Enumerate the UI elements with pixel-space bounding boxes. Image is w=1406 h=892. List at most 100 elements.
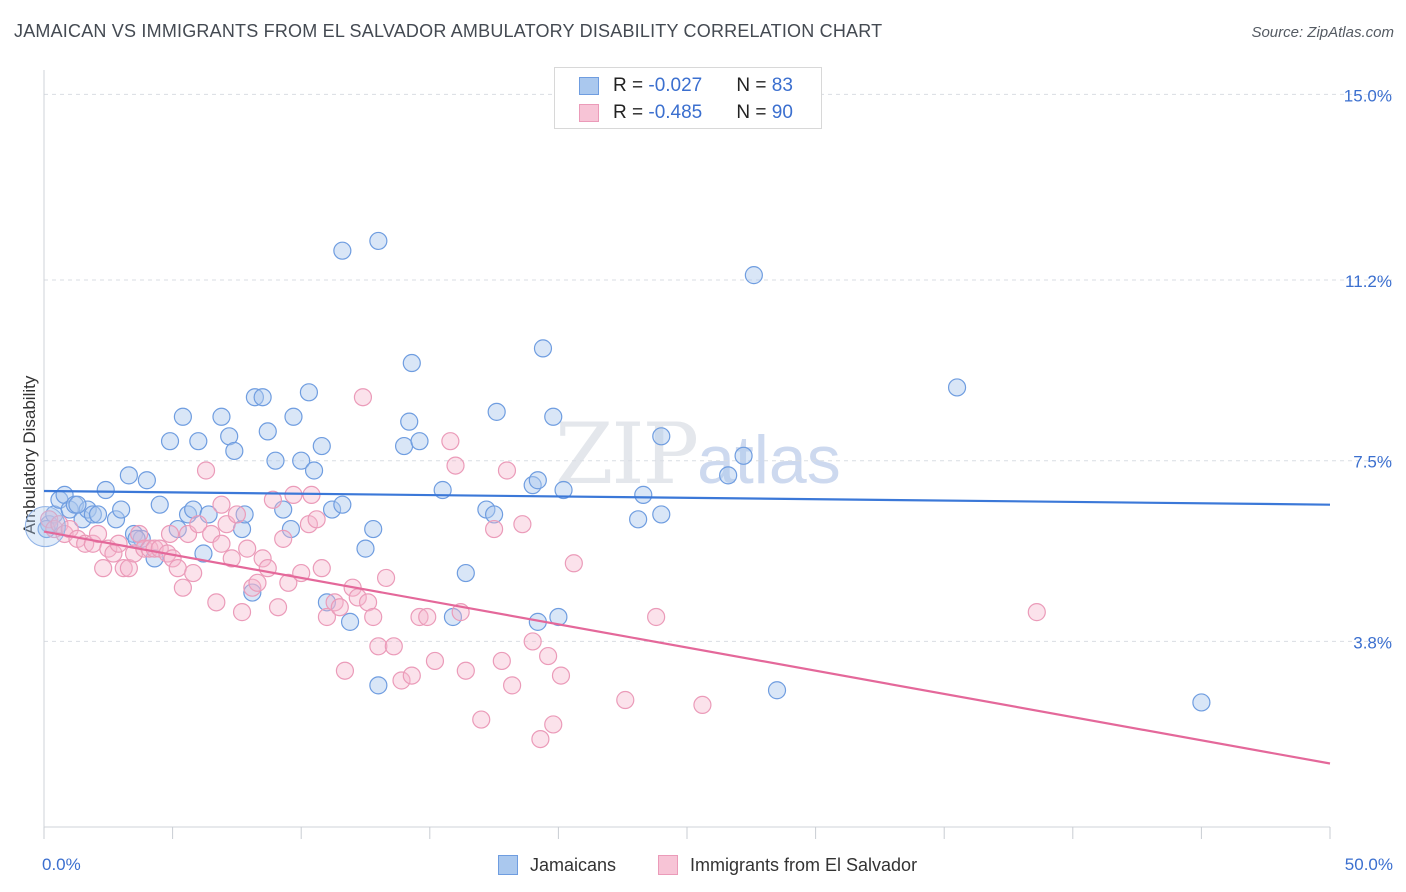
legend-n-label: N = bbox=[736, 75, 772, 96]
el-salvador-point bbox=[173, 578, 192, 597]
el-salvador-point bbox=[258, 559, 277, 578]
jamaicans-point bbox=[253, 388, 272, 407]
y-tick-label: 7.5% bbox=[1353, 453, 1392, 472]
el-salvador-point bbox=[539, 646, 558, 666]
legend-n-label: N = bbox=[736, 102, 772, 123]
jamaicans-point bbox=[487, 402, 506, 421]
jamaicans-point bbox=[150, 495, 169, 514]
el-salvador-point bbox=[222, 549, 241, 568]
jamaicans-point bbox=[88, 505, 108, 524]
el-salvador-point bbox=[364, 607, 383, 627]
legend-row-el-salvador: R = -0.485 N = 90 bbox=[579, 101, 793, 125]
el-salvador-point bbox=[317, 607, 337, 627]
jamaicans-cluster-point bbox=[24, 506, 66, 548]
el-salvador-point bbox=[544, 715, 563, 734]
el-salvador-point bbox=[274, 529, 293, 548]
el-salvador-point bbox=[160, 524, 180, 544]
jamaicans-point bbox=[225, 441, 244, 461]
jamaicans-point bbox=[734, 446, 753, 465]
el-salvador-point bbox=[263, 490, 283, 509]
el-salvador-point bbox=[238, 539, 257, 558]
legend-r-label: R = bbox=[613, 102, 649, 123]
jamaicans-point bbox=[258, 422, 277, 441]
chart-title: JAMAICAN VS IMMIGRANTS FROM EL SALVADOR … bbox=[14, 21, 883, 41]
jamaicans-point bbox=[299, 383, 319, 402]
el-salvador-trend-line bbox=[43, 530, 1331, 765]
jamaicans-point bbox=[369, 676, 388, 695]
watermark: ZIPatlas bbox=[555, 405, 841, 503]
jamaicans-point bbox=[106, 510, 126, 529]
el-salvador-point bbox=[207, 593, 226, 612]
jamaicans-point bbox=[634, 485, 653, 504]
jamaicans-point bbox=[266, 451, 285, 470]
jamaicans-point bbox=[400, 412, 419, 431]
el-salvador-point bbox=[531, 729, 550, 749]
el-salvador-point bbox=[564, 554, 583, 573]
jamaicans-point bbox=[212, 407, 231, 426]
x-tick-label: 0.0% bbox=[42, 855, 81, 874]
el-salvador-point bbox=[335, 661, 355, 680]
el-salvador-point bbox=[268, 598, 288, 617]
el-salvador-point bbox=[279, 573, 298, 592]
legend-n-value: 90 bbox=[771, 102, 793, 123]
el-salvador-point bbox=[647, 607, 666, 627]
el-salvador-point bbox=[227, 505, 246, 524]
jamaicans-point bbox=[364, 519, 383, 539]
jamaicans-point bbox=[83, 505, 102, 524]
jamaicans-point bbox=[554, 480, 573, 500]
el-salvador-point bbox=[456, 661, 475, 680]
jamaicans-point bbox=[284, 407, 303, 426]
el-salvador-point bbox=[551, 666, 571, 685]
jamaicans-point bbox=[356, 539, 375, 558]
jamaicans-point bbox=[333, 495, 352, 514]
el-salvador-point bbox=[410, 607, 429, 627]
el-salvador-point bbox=[402, 666, 421, 685]
el-salvador-point bbox=[513, 515, 532, 534]
el-salvador-point bbox=[392, 671, 411, 690]
jamaicans-point bbox=[340, 612, 360, 631]
el-salvador-point bbox=[523, 632, 542, 651]
bottom-legend-label: Immigrants from El Salvador bbox=[690, 854, 918, 875]
bottom-legend-swatch-pink bbox=[658, 855, 678, 875]
jamaicans-point bbox=[523, 476, 542, 495]
legend-swatch-pink bbox=[579, 104, 599, 122]
el-salvador-point bbox=[243, 578, 262, 597]
el-salvador-point bbox=[40, 510, 59, 529]
bottom-legend-jamaicans: Jamaicans bbox=[498, 852, 616, 878]
jamaicans-point bbox=[1192, 693, 1211, 712]
jamaicans-point bbox=[719, 466, 738, 485]
jamaicans-point bbox=[652, 427, 671, 446]
jamaicans-point bbox=[189, 432, 208, 451]
legend-row-jamaicans: R = -0.027 N = 83 bbox=[579, 74, 793, 98]
correlation-legend: R = -0.027 N = 83 R = -0.485 N = 90 bbox=[554, 67, 822, 129]
legend-swatch-blue bbox=[579, 77, 599, 95]
el-salvador-point bbox=[184, 563, 203, 583]
el-salvador-point bbox=[212, 495, 231, 514]
el-salvador-point bbox=[94, 559, 113, 578]
el-salvador-point bbox=[253, 549, 272, 568]
el-salvador-point bbox=[441, 432, 460, 451]
jamaicans-point bbox=[96, 480, 115, 500]
jamaicans-point bbox=[333, 241, 352, 260]
el-salvador-point bbox=[196, 461, 216, 480]
jamaicans-point bbox=[410, 432, 429, 451]
el-salvador-point bbox=[353, 388, 373, 407]
el-salvador-point bbox=[325, 593, 344, 612]
el-salvador-point bbox=[485, 519, 504, 539]
el-salvador-point bbox=[312, 559, 331, 578]
el-salvador-point bbox=[88, 524, 108, 544]
el-salvador-point bbox=[503, 676, 522, 695]
jamaicans-point bbox=[947, 378, 967, 397]
jamaicans-point bbox=[245, 388, 265, 407]
el-salvador-point bbox=[446, 456, 465, 475]
el-salvador-point bbox=[232, 603, 252, 622]
jamaicans-point bbox=[312, 436, 331, 456]
jamaicans-point bbox=[292, 451, 311, 470]
el-salvador-point bbox=[248, 573, 267, 592]
bottom-legend-swatch-blue bbox=[498, 855, 518, 875]
jamaicans-point bbox=[402, 353, 421, 373]
el-salvador-point bbox=[693, 695, 712, 715]
legend-n-value: 83 bbox=[771, 75, 793, 96]
el-salvador-point bbox=[376, 568, 396, 588]
legend-r-label: R = bbox=[613, 75, 649, 96]
